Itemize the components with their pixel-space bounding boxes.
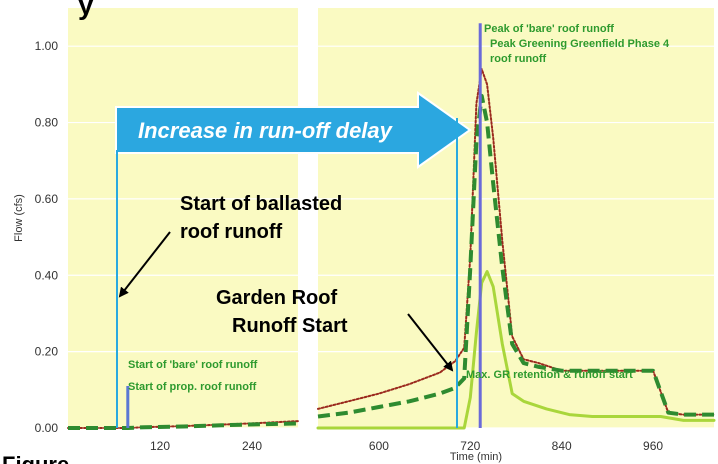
start-bare-label: Start of 'bare' roof runoff xyxy=(128,359,258,371)
delay-arrow-label: Increase in run-off delay xyxy=(138,118,394,143)
y-tick-label: 1.00 xyxy=(35,39,59,53)
garden-callout-line1: Garden Roof xyxy=(216,287,337,309)
start-marker-bar xyxy=(478,23,482,428)
garden-callout-line2: Runoff Start xyxy=(232,315,348,337)
right-plot-area xyxy=(318,8,714,428)
peak-greening-label-line2: roof runoff xyxy=(490,53,547,65)
delay-arrow xyxy=(115,91,472,169)
peak-bare-label: Peak of 'bare' roof runoff xyxy=(484,23,614,35)
start-marker-bar xyxy=(126,386,130,428)
series-group xyxy=(67,68,716,430)
x-tick-label: 960 xyxy=(643,439,663,453)
garden-callout-arrow xyxy=(407,313,454,372)
y-tick-label: 0.20 xyxy=(35,345,59,359)
slide-caption-fragment: Figure ... xyxy=(2,452,94,464)
x-tick-label: 840 xyxy=(552,439,572,453)
peak-greening-label-line1: Peak Greening Greenfield Phase 4 xyxy=(490,38,670,50)
x-tick-label: 720 xyxy=(460,439,480,453)
series-line-2 xyxy=(316,270,716,430)
series-line-1 xyxy=(317,93,714,419)
x-axis-label: Time (min) xyxy=(450,451,502,463)
gridlines xyxy=(68,45,714,429)
x-tick-label: 120 xyxy=(150,439,170,453)
max-retention-label: Max. GR retention & runoff start xyxy=(466,369,633,381)
y-tick-label: 0.60 xyxy=(35,192,59,206)
y-tick-label: 0.80 xyxy=(35,116,59,130)
ballasted-callout-line2: roof runoff xyxy=(180,221,283,243)
left-plot-area xyxy=(68,8,298,428)
ballasted-callout-arrow xyxy=(118,231,171,298)
tick-labels: 0.00 0.20 0.40 0.60 0.80 1.00 120 240 600 720 840 9… xyxy=(35,39,664,453)
start-prop-label: Start of prop. roof runoff xyxy=(128,381,257,393)
marker-group xyxy=(126,23,482,428)
y-axis-label: Flow (cfs) xyxy=(13,194,25,242)
slide-title-fragment: y xyxy=(78,0,94,20)
x-tick-label: 240 xyxy=(242,439,262,453)
ballasted-callout-line1: Start of ballasted xyxy=(180,193,342,215)
y-tick-label: 0.40 xyxy=(35,268,59,282)
y-tick-label: 0.00 xyxy=(35,421,59,435)
x-tick-label: 600 xyxy=(369,439,389,453)
